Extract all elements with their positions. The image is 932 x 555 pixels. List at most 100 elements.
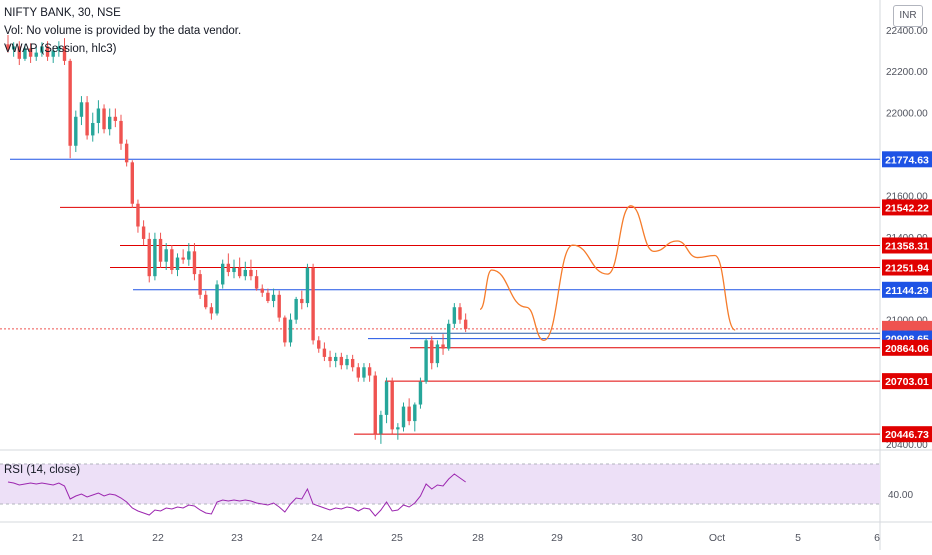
candle-body	[362, 367, 366, 378]
candle-body	[294, 298, 298, 320]
candle-body	[147, 238, 151, 277]
candle-body	[79, 102, 84, 117]
candle-body	[266, 292, 270, 302]
candle-body	[62, 46, 67, 61]
currency-badge[interactable]: INR	[893, 5, 923, 27]
candle-body	[288, 319, 293, 343]
candle-body	[113, 116, 118, 121]
candle-body	[339, 356, 344, 366]
candle-body	[271, 294, 276, 302]
candle-body	[40, 46, 44, 53]
candle-body	[57, 46, 61, 51]
x-tick-label: 6	[874, 532, 880, 544]
candle-body	[300, 298, 304, 304]
candle-body	[458, 307, 462, 320]
candle-body	[430, 340, 434, 364]
symbol-legend[interactable]: NIFTY BANK, 30, NSE	[4, 7, 121, 19]
candle-body	[311, 267, 315, 341]
candle-body	[243, 269, 247, 277]
candle-body	[373, 375, 377, 434]
candle-body	[164, 249, 168, 262]
x-tick-label: 24	[311, 532, 323, 544]
candle-body	[153, 238, 157, 277]
candle-body	[6, 44, 10, 50]
candle-body	[34, 52, 38, 57]
candle-body	[68, 60, 72, 146]
candle-body	[345, 358, 349, 366]
candle-body	[424, 340, 428, 382]
candle-body	[28, 48, 33, 57]
candle-body	[452, 307, 457, 324]
price-level-badge	[882, 259, 932, 276]
candle-body	[407, 406, 411, 422]
candle-body	[181, 257, 185, 260]
price-level-badge	[882, 426, 932, 443]
y-tick-label: 20400.00	[886, 440, 928, 451]
x-tick-label: 22	[152, 532, 164, 544]
x-tick-label: 21	[72, 532, 84, 544]
price-level-label: 21774.63	[885, 154, 929, 166]
vwap-legend[interactable]: VWAP (Session, hlc3)	[4, 43, 117, 55]
candle-body	[204, 294, 208, 308]
candle-body	[283, 317, 287, 343]
candle-body	[277, 294, 281, 318]
price-level-label: 20446.73	[885, 429, 929, 441]
candle-body	[221, 263, 225, 285]
candle-body	[379, 414, 383, 434]
x-tick-label: 23	[231, 532, 243, 544]
candle-body	[441, 344, 445, 349]
candle-body	[463, 319, 468, 329]
price-level-badge	[882, 199, 932, 216]
rsi-line	[7, 473, 466, 517]
price-level-badge	[882, 281, 932, 298]
candle-body	[158, 238, 163, 262]
candle-body	[102, 108, 106, 130]
price-level-label: 21251.94	[885, 263, 929, 275]
candle-body	[322, 348, 327, 357]
candle-body	[418, 381, 423, 405]
candle-body	[141, 226, 146, 239]
candle-body	[390, 381, 394, 430]
rsi-legend[interactable]: RSI (14, close)	[4, 464, 81, 476]
candle-body	[328, 356, 332, 362]
projection-path	[479, 205, 736, 342]
candle-body	[226, 263, 231, 273]
candle-body	[384, 381, 389, 415]
price-level-badge	[882, 237, 932, 254]
candle-body	[334, 356, 338, 362]
candle-body	[401, 406, 406, 428]
candle-body	[209, 307, 214, 314]
candle-body	[96, 108, 101, 123]
candle-body	[175, 257, 180, 270]
x-tick-label: Oct	[709, 532, 725, 544]
x-tick-label: 29	[551, 532, 563, 544]
candle-body	[74, 116, 78, 146]
candle-body	[350, 358, 355, 368]
candle-body	[396, 427, 400, 430]
candle-body	[356, 367, 360, 378]
candle-body	[254, 276, 259, 289]
x-tick-label: 25	[391, 532, 403, 544]
y-tick-label: 22000.00	[886, 109, 928, 120]
y-tick-label: 22200.00	[886, 67, 928, 78]
candle-body	[130, 162, 134, 204]
price-level-badge	[882, 151, 932, 168]
candle-body	[45, 46, 50, 57]
price-level-label: 21542.22	[885, 202, 929, 214]
candle-body	[305, 267, 310, 304]
x-tick-label: 30	[631, 532, 643, 544]
candle-body	[11, 46, 16, 50]
y-tick-label: 22400.00	[886, 26, 928, 37]
price-level-label: 21144.29	[885, 285, 928, 297]
candle-body	[198, 274, 202, 295]
candle-body	[187, 251, 191, 260]
price-level-label: 20703.01	[885, 376, 929, 388]
rsi-band	[0, 464, 880, 504]
candle-body	[232, 267, 236, 273]
candle-body	[91, 122, 95, 136]
candle-body	[136, 203, 140, 227]
candle-body	[260, 288, 264, 293]
candle-body	[413, 404, 417, 422]
